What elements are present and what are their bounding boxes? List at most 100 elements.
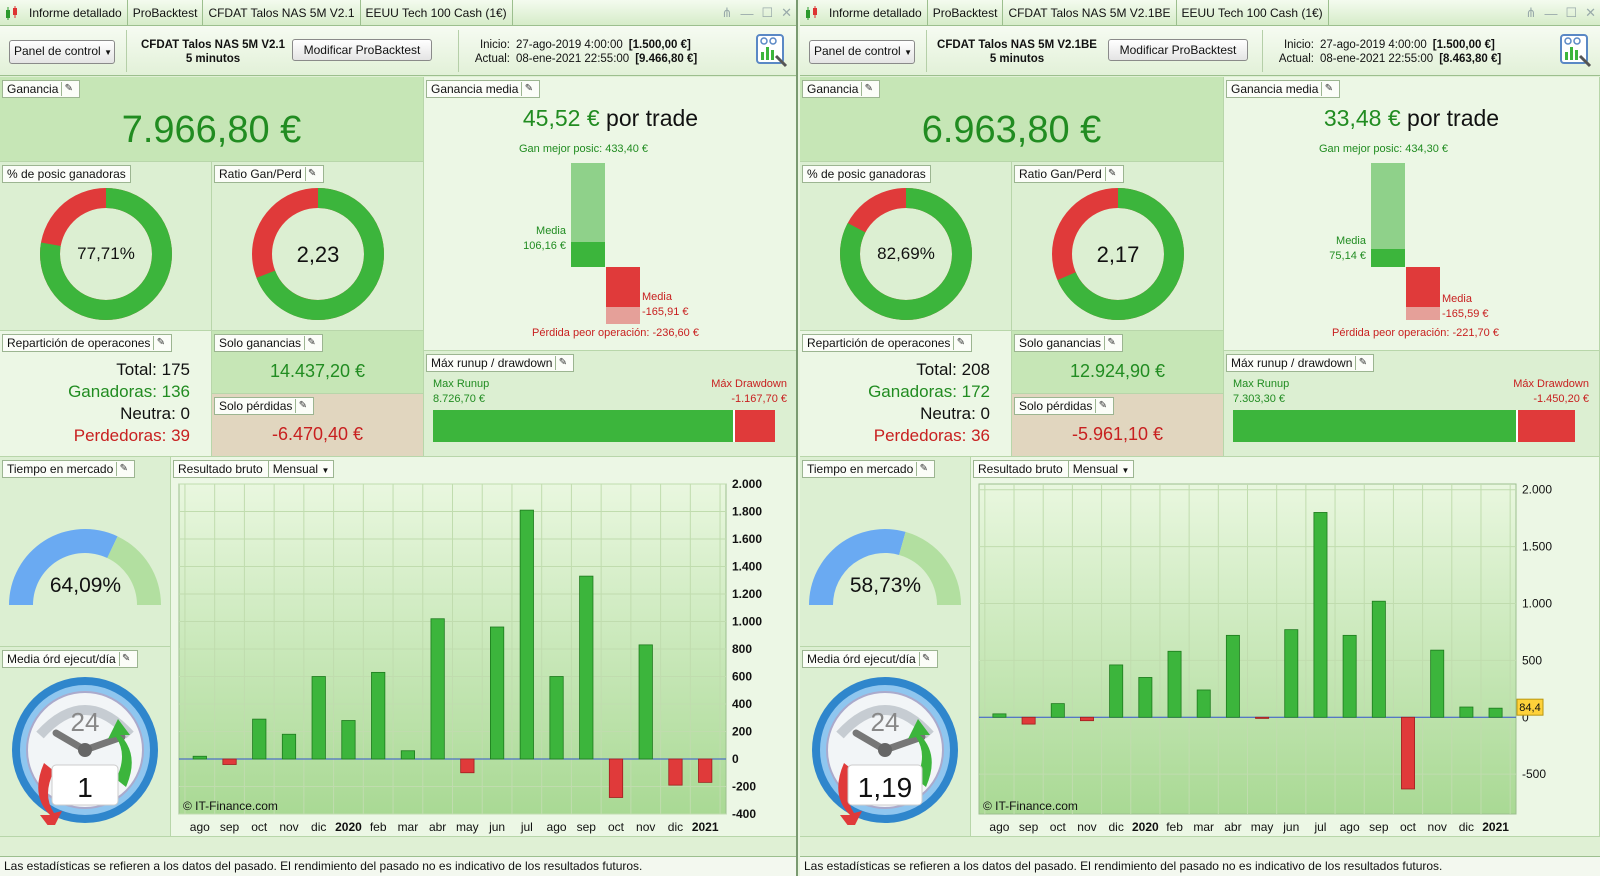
wrench-icon[interactable]: ✎ xyxy=(1104,167,1119,181)
y-tick-label: -500 xyxy=(1522,767,1546,781)
bar-abr[interactable] xyxy=(430,618,445,760)
tab-probacktest[interactable]: ProBacktest xyxy=(128,0,204,26)
bar-feb[interactable] xyxy=(371,671,386,760)
maximize-icon[interactable]: ☐ xyxy=(761,5,774,20)
bar-may[interactable] xyxy=(460,758,475,774)
time-gauge xyxy=(809,529,961,605)
bar-2020[interactable] xyxy=(1138,677,1153,718)
disclaimer-footer: Las estadísticas se refieren a los datos… xyxy=(800,856,1600,876)
bar-may[interactable] xyxy=(1255,716,1270,719)
tab-instrument[interactable]: EEUU Tech 100 Cash (1€) xyxy=(1177,0,1329,26)
candlestick-logo-icon xyxy=(800,0,824,26)
bar-ago[interactable] xyxy=(992,713,1007,718)
win-pct-widget: % de posic ganadoras 82,69% xyxy=(800,162,1012,331)
losses-only-value: -5.961,10 € xyxy=(1071,424,1164,444)
bar-dic[interactable] xyxy=(311,676,326,760)
bar-2021[interactable] xyxy=(1488,707,1503,718)
bar-jul[interactable] xyxy=(519,509,534,760)
chevron-down-icon: ▼ xyxy=(1121,466,1130,475)
bar-2021[interactable] xyxy=(698,758,713,783)
bar-ago[interactable] xyxy=(549,676,564,760)
ratio-title-label: Ratio Gan/Perd xyxy=(1019,167,1102,181)
panel-control-dropdown[interactable]: Panel de control ▼ xyxy=(9,40,115,64)
bar-ago[interactable] xyxy=(1342,634,1357,718)
bar-mar[interactable] xyxy=(1196,689,1211,718)
current-value: [9.466,80 €] xyxy=(635,53,698,65)
wrench-icon[interactable]: ✎ xyxy=(304,336,318,350)
share-icon[interactable]: ⋔ xyxy=(1525,5,1537,20)
bar-dic[interactable] xyxy=(1109,664,1124,718)
x-tick-label: ago xyxy=(989,820,1009,834)
wrench-icon[interactable]: ✎ xyxy=(555,356,569,370)
bar-sep[interactable] xyxy=(1371,600,1386,718)
bar-sep[interactable] xyxy=(222,758,237,765)
gains-only-value: 14.437,20 € xyxy=(269,361,366,381)
share-icon[interactable]: ⋔ xyxy=(721,5,733,20)
wrench-icon[interactable]: ✎ xyxy=(916,462,930,476)
wrench-icon[interactable]: ✎ xyxy=(1095,399,1109,413)
wrench-icon[interactable]: ✎ xyxy=(118,652,133,666)
tab-strategy[interactable]: CFDAT Talos NAS 5M V2.1 xyxy=(203,0,361,26)
win-pct-title: % de posic ganadoras xyxy=(802,165,931,183)
wrench-icon[interactable]: ✎ xyxy=(1355,356,1369,370)
period-dropdown[interactable]: Mensual ▼ xyxy=(1067,461,1130,477)
wrench-icon[interactable]: ✎ xyxy=(918,652,933,666)
report-settings-icon[interactable] xyxy=(756,34,788,68)
bar-jul[interactable] xyxy=(1313,512,1328,718)
wrench-icon[interactable]: ✎ xyxy=(861,82,875,96)
bar-dic[interactable] xyxy=(1459,706,1474,718)
bar-ago[interactable] xyxy=(192,755,207,760)
bar-mar[interactable] xyxy=(400,750,415,760)
bar-oct[interactable] xyxy=(1401,716,1415,790)
close-icon[interactable]: ✕ xyxy=(1585,5,1596,20)
x-tick-label: sep xyxy=(220,820,240,834)
tab-informe-detallado[interactable]: Informe detallado xyxy=(24,0,128,26)
tab-strategy[interactable]: CFDAT Talos NAS 5M V2.1BE xyxy=(1003,0,1177,26)
close-icon[interactable]: ✕ xyxy=(781,5,792,20)
date-range: Inicio: 27-ago-2019 4:00:00 [1.500,00 €] A… xyxy=(472,38,697,66)
maximize-icon[interactable]: ☐ xyxy=(1565,5,1578,20)
tab-instrument[interactable]: EEUU Tech 100 Cash (1€) xyxy=(361,0,513,26)
wrench-icon[interactable]: ✎ xyxy=(295,399,309,413)
bar-sep[interactable] xyxy=(1021,716,1036,725)
wrench-icon[interactable]: ✎ xyxy=(1321,82,1335,96)
tab-informe-detallado[interactable]: Informe detallado xyxy=(824,0,928,26)
copyright-label: © IT-Finance.com xyxy=(983,799,1078,813)
bar-oct[interactable] xyxy=(252,718,267,760)
wrench-icon[interactable]: ✎ xyxy=(521,82,535,96)
avg-gain-value: 33,48 € xyxy=(1323,105,1401,131)
bar-2020[interactable] xyxy=(341,720,356,760)
bar-abr[interactable] xyxy=(1225,634,1240,718)
bar-dic[interactable] xyxy=(668,758,683,786)
bar-nov[interactable] xyxy=(638,644,653,760)
modify-probacktest-button[interactable]: Modificar ProBacktest xyxy=(292,39,432,61)
bar-nov[interactable] xyxy=(281,733,297,760)
modify-probacktest-button[interactable]: Modificar ProBacktest xyxy=(1108,39,1248,61)
x-tick-label: feb xyxy=(1166,820,1183,834)
wrench-icon[interactable]: ✎ xyxy=(153,336,167,350)
period-label: Mensual xyxy=(272,462,319,476)
wrench-icon[interactable]: ✎ xyxy=(1104,336,1118,350)
wrench-icon[interactable]: ✎ xyxy=(304,167,319,181)
bar-nov[interactable] xyxy=(1080,716,1094,722)
total-count: Total: 208 xyxy=(916,360,990,379)
period-dropdown[interactable]: Mensual ▼ xyxy=(267,461,329,477)
ratio-widget: Ratio Gan/Perd ✎ 2,17 xyxy=(1012,162,1224,331)
bar-jun[interactable] xyxy=(490,626,505,760)
panel-control-dropdown[interactable]: Panel de control ▼ xyxy=(809,40,915,64)
report-settings-icon[interactable] xyxy=(1560,34,1592,68)
bar-sep[interactable] xyxy=(579,575,594,760)
bar-nov[interactable] xyxy=(1430,649,1445,718)
minimize-icon[interactable]: — xyxy=(740,5,754,21)
bar-feb[interactable] xyxy=(1167,650,1182,718)
bar-chart-svg: -400 -200 0 200 400 600 800 1.000 1.200 1.400 1.60… xyxy=(178,477,762,834)
bar-oct[interactable] xyxy=(1050,703,1065,718)
minimize-icon[interactable]: — xyxy=(1544,5,1558,21)
tab-probacktest[interactable]: ProBacktest xyxy=(928,0,1004,26)
wrench-icon[interactable]: ✎ xyxy=(61,82,75,96)
bar-oct[interactable] xyxy=(608,758,624,798)
bar-jun[interactable] xyxy=(1284,629,1299,718)
wrench-icon[interactable]: ✎ xyxy=(953,336,967,350)
gross-result-title: Resultado bruto Mensual ▼ xyxy=(173,460,335,478)
wrench-icon[interactable]: ✎ xyxy=(116,462,130,476)
